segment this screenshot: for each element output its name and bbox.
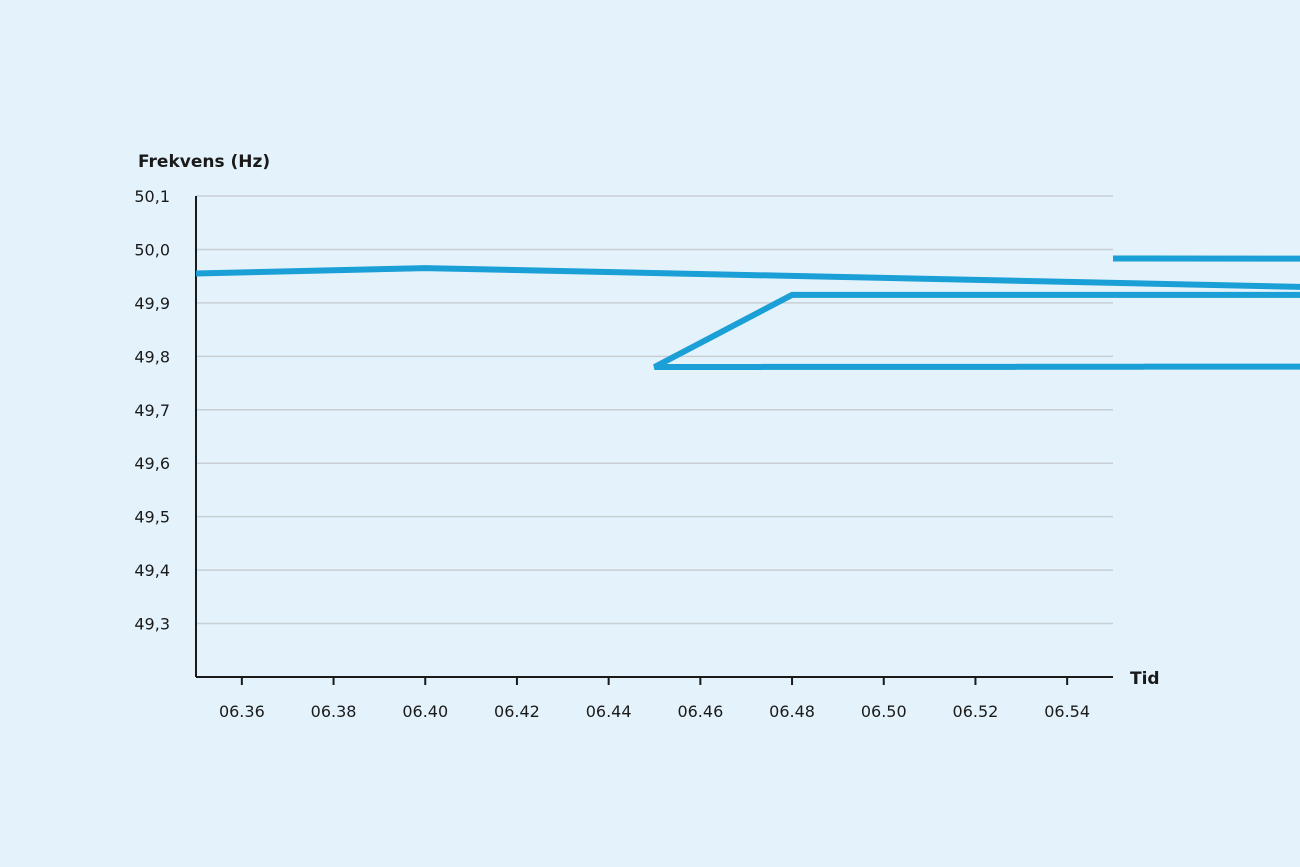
y-axis-title: Frekvens (Hz) (138, 152, 270, 172)
y-tick-label: 49,7 (134, 401, 170, 420)
y-tick-label: 49,6 (134, 454, 170, 473)
x-tick-label: 06.40 (402, 702, 448, 721)
x-tick-labels: 06.36 06.38 06.40 06.42 06.44 06.46 06.48 06.50… (219, 677, 1090, 721)
x-tick-label: 06.36 (219, 702, 265, 721)
y-tick-label: 49,3 (134, 615, 170, 634)
x-tick-label: 06.54 (1044, 702, 1090, 721)
x-axis-title: Tid (1130, 669, 1160, 689)
x-tick-label: 06.38 (311, 702, 357, 721)
y-tick-label: 49,8 (134, 347, 170, 366)
x-tick-label: 06.52 (953, 702, 999, 721)
x-tick-label: 06.48 (769, 702, 815, 721)
x-tick-label: 06.42 (494, 702, 540, 721)
y-tick-labels: 50,1 50,0 49,9 49,8 49,7 49,6 49,5 49,4 49,3 (134, 187, 170, 634)
y-tick-label: 49,9 (134, 294, 170, 313)
axes (195, 196, 1113, 678)
y-tick-label: 49,5 (134, 508, 170, 527)
grid-lines (196, 195, 1113, 625)
y-tick-label: 49,4 (134, 561, 170, 580)
y-tick-label: 50,1 (134, 187, 170, 206)
x-tick-label: 06.46 (677, 702, 723, 721)
series-group (195, 255, 1300, 370)
y-tick-label: 50,0 (134, 240, 170, 259)
series-line (195, 255, 1300, 370)
x-tick-label: 06.50 (861, 702, 907, 721)
x-tick-label: 06.44 (586, 702, 632, 721)
